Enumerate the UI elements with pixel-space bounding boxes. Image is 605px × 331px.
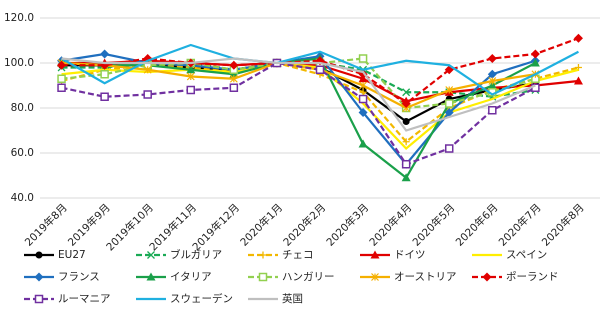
marker [147,251,155,259]
marker [143,65,152,74]
marker [401,173,411,182]
legend-label: オーストリア [394,271,456,283]
marker [371,273,379,281]
marker [573,33,583,43]
marker [143,90,152,99]
legend-label: ドイツ [394,249,426,261]
marker [402,118,410,125]
marker [359,88,367,96]
y-tick-label: 120.0 [4,12,34,24]
marker [100,92,109,101]
x-tick-label: 2019年8月 [22,201,70,249]
marker [34,272,44,282]
marker [359,81,368,90]
marker [34,294,44,304]
marker [402,88,411,97]
legend-label: スペイン [506,249,547,261]
x-tick-label: 2020年5月 [410,201,458,249]
legend-label: フランス [58,271,100,283]
marker [487,69,497,79]
marker [444,99,454,108]
marker [146,272,156,281]
series-line [61,52,536,166]
marker [229,83,239,92]
legend-label: スウェーデン [170,292,233,305]
y-tick-label: 60.0 [11,147,34,159]
legend-label: EU27 [58,249,86,261]
marker [57,60,67,70]
marker [530,49,540,59]
marker [488,77,497,85]
x-tick-label: 2020年8月 [539,201,587,249]
marker [401,160,411,169]
marker [488,106,497,115]
marker [444,108,454,117]
x-tick-label: 2019年9月 [65,201,113,249]
legend-label: ポーランド [506,271,559,283]
x-tick-label: 2020年2月 [281,201,329,249]
y-tick-label: 40.0 [11,192,34,204]
series-line [61,61,536,166]
marker [573,76,583,85]
marker [57,83,66,92]
marker [186,65,196,74]
marker [402,138,410,146]
marker [531,83,540,92]
marker [482,272,492,282]
marker [100,70,109,79]
x-tick-label: 2020年6月 [453,201,501,249]
legend-label: ルーマニア [58,293,111,305]
marker [229,74,238,83]
y-tick-label: 80.0 [11,102,34,114]
marker [358,54,368,63]
marker [370,250,380,259]
marker [186,72,195,81]
series-line [61,57,536,132]
legend-label: チェコ [282,249,314,261]
marker [358,94,368,104]
marker [444,144,454,153]
y-tick-label: 100.0 [4,57,34,69]
x-tick-label: 2020年4月 [367,201,415,249]
x-tick-label: 2020年1月 [238,201,286,249]
marker [445,86,454,94]
marker [57,74,66,83]
marker [358,139,368,148]
legend-label: イタリア [170,271,212,283]
marker [100,49,110,59]
marker [259,251,267,259]
marker [401,99,411,108]
marker [35,251,43,259]
marker [487,81,497,89]
legend-label: ハンガリー [282,271,335,283]
marker [487,54,497,63]
x-tick-label: 2020年7月 [496,201,544,249]
marker [229,60,239,70]
marker [358,108,368,117]
marker [315,65,325,74]
legend-label: ブルガリア [170,248,222,261]
marker [258,272,268,282]
series-line [60,43,579,96]
legend-label: 英国 [282,292,303,305]
marker [530,58,540,67]
marker [186,85,196,95]
x-tick-label: 2020年3月 [324,201,372,249]
